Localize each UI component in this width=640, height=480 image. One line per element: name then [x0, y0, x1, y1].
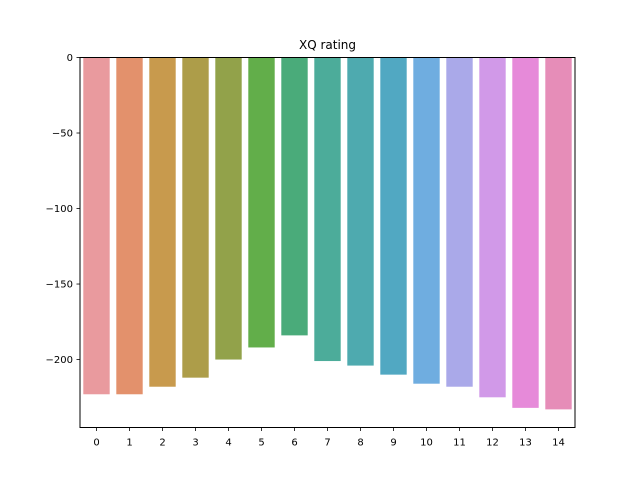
y-tick-label: −150 — [46, 280, 73, 291]
bar-2 — [149, 57, 176, 387]
bar-6 — [281, 57, 308, 336]
bar-14 — [545, 57, 572, 410]
bar-13 — [512, 57, 539, 408]
x-tick-label: 9 — [390, 438, 396, 449]
x-tick-label: 12 — [486, 438, 499, 449]
bar-1 — [116, 57, 143, 395]
bar-11 — [446, 57, 473, 387]
y-tick-label: −100 — [46, 204, 73, 215]
x-tick-label: 11 — [453, 438, 466, 449]
x-tick-label: 6 — [291, 438, 297, 449]
x-tick-label: 4 — [225, 438, 231, 449]
bars-group — [83, 57, 572, 410]
x-tick-label: 1 — [126, 438, 132, 449]
bar-9 — [380, 57, 407, 375]
bar-12 — [479, 57, 506, 398]
x-tick-label: 0 — [93, 438, 99, 449]
bar-7 — [314, 57, 341, 362]
x-tick-label: 7 — [324, 438, 330, 449]
bar-0 — [83, 57, 110, 395]
y-tick-label: 0 — [67, 53, 73, 64]
x-tick-label: 8 — [357, 438, 363, 449]
bar-5 — [248, 57, 275, 348]
x-tick-label: 14 — [552, 438, 565, 449]
x-axis: 0 1 2 3 4 5 6 7 8 9 10 11 12 13 14 — [93, 427, 565, 449]
x-tick-label: 3 — [192, 438, 198, 449]
plot-frame — [79, 57, 576, 428]
x-tick-label: 13 — [519, 438, 532, 449]
x-tick-label: 2 — [159, 438, 165, 449]
bar-4 — [215, 57, 242, 360]
y-tick-label: −50 — [52, 129, 73, 140]
x-tick-label: 10 — [420, 438, 433, 449]
y-axis: 0 −50 −100 −150 −200 — [46, 53, 80, 366]
bar-3 — [182, 57, 209, 378]
y-tick-label: −200 — [46, 355, 73, 366]
bar-8 — [347, 57, 374, 366]
x-tick-label: 5 — [258, 438, 264, 449]
bar-10 — [413, 57, 440, 384]
chart-title: XQ rating — [299, 38, 356, 52]
